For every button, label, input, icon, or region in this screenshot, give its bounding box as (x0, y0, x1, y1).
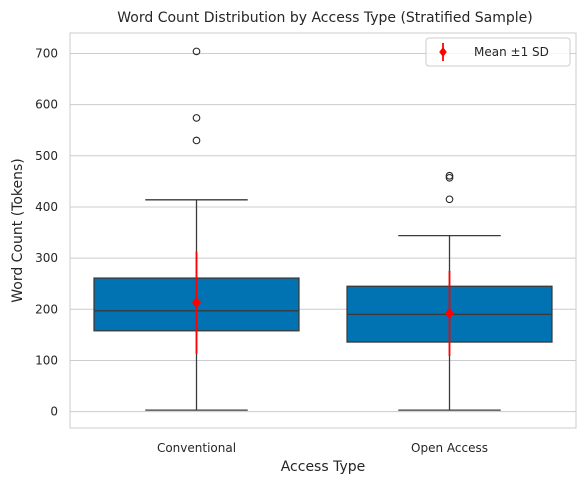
legend-box (425, 37, 571, 67)
mean-marker (192, 296, 201, 309)
outlier-point (445, 195, 454, 204)
y-tick-label: 600 (35, 98, 58, 112)
boxes (93, 47, 553, 411)
legend-diamond-icon (439, 47, 447, 57)
y-axis-ticks: 0 100 200 300 400 500 600 700 (35, 46, 58, 418)
box-group (93, 47, 300, 411)
y-tick-label: 400 (35, 200, 58, 214)
plot-frame (69, 32, 577, 429)
mean-marker (445, 307, 454, 320)
x-axis-ticks: Conventional Open Access (157, 441, 488, 455)
y-tick-label: 500 (35, 149, 58, 163)
chart-title: Word Count Distribution by Access Type (… (117, 10, 532, 26)
outlier-point (192, 47, 201, 56)
legend: Mean ±1 SD (425, 37, 571, 67)
x-tick-label: Open Access (411, 441, 488, 455)
x-tick-label: Conventional (157, 441, 236, 455)
y-axis-label: Word Count (Tokens) (10, 158, 26, 303)
outlier-point (445, 171, 454, 180)
y-tick-label: 100 (35, 353, 58, 367)
y-tick-label: 0 (50, 405, 58, 419)
outlier-point (445, 173, 454, 182)
box-group (346, 171, 553, 411)
grid-lines (70, 52, 576, 413)
legend-label: Mean ±1 SD (474, 45, 549, 59)
outlier-point (192, 114, 201, 122)
y-tick-label: 700 (35, 46, 58, 60)
outlier-point (192, 136, 201, 145)
y-tick-label: 200 (35, 302, 58, 316)
x-axis-label: Access Type (281, 459, 366, 475)
y-tick-label: 300 (35, 251, 58, 265)
